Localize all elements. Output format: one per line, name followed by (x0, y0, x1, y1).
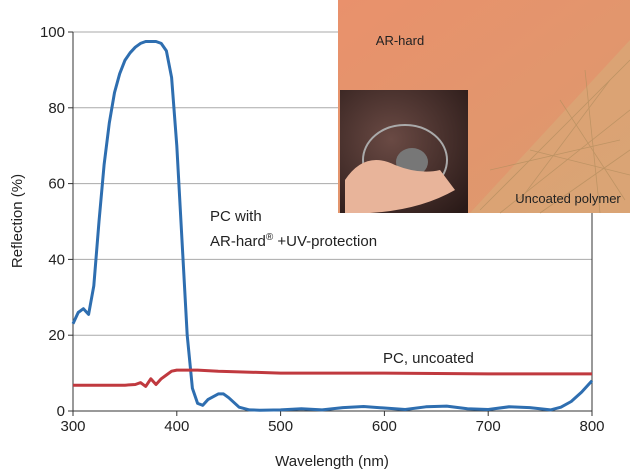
inset-label: Uncoated polymer (515, 191, 621, 206)
y-tick-label: 60 (48, 176, 65, 193)
x-tick-label: 700 (476, 418, 501, 435)
annotation: AR-hard® +UV-protection (210, 232, 377, 250)
annotation: ® (266, 232, 274, 243)
y-tick-label: 100 (40, 24, 65, 41)
y-tick-label: 0 (57, 403, 65, 420)
y-axis-label: Reflection (%) (9, 174, 26, 268)
y-tick-label: 20 (48, 327, 65, 344)
x-tick-label: 600 (372, 418, 397, 435)
annotation: AR-hard (210, 233, 266, 250)
hand (345, 160, 455, 213)
annotation: PC, uncoated (383, 350, 474, 367)
scratches (479, 59, 630, 214)
annotation: +UV-protection (273, 233, 377, 250)
line-series (71, 40, 594, 412)
x-tick-label: 400 (164, 418, 189, 435)
y-tick-label: 40 (48, 251, 65, 268)
photo-region (470, 40, 630, 213)
x-tick-label: 300 (60, 418, 85, 435)
x-axis-label: Wavelength (nm) (275, 453, 389, 470)
inset-label: AR-hard (376, 33, 424, 48)
inset-photo: AR-hard Uncoated polymer (338, 0, 630, 214)
y-tick-label: 80 (48, 100, 65, 117)
annotation: PC with (210, 208, 262, 225)
x-tick-label: 800 (579, 418, 604, 435)
x-tick-label: 500 (268, 418, 293, 435)
line-series (73, 368, 592, 388)
